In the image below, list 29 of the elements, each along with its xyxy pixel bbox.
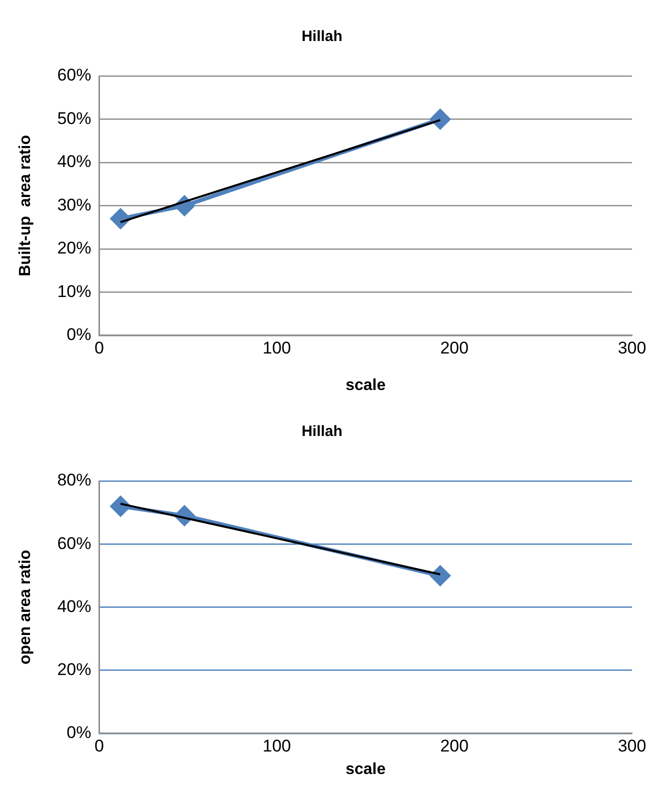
y-tick-label: 0%	[66, 325, 92, 344]
y-tick-label: 10%	[57, 282, 92, 301]
y-tick-label: 0%	[66, 723, 92, 742]
x-tick-label: 300	[618, 736, 646, 756]
x-tick-label: 0	[94, 338, 104, 358]
y-tick-label: 60%	[57, 66, 92, 85]
point	[430, 566, 450, 586]
chart-title: Hillah	[302, 423, 342, 440]
y-axis-title: open area ratio	[17, 550, 34, 665]
y-tick-label: 80%	[57, 470, 92, 490]
y-tick-label: 20%	[57, 660, 92, 679]
x-tick-label: 300	[618, 338, 646, 358]
x-axis-title: scale	[346, 376, 386, 394]
x-tick-label: 100	[262, 736, 292, 756]
x-tick-label: 100	[262, 338, 292, 358]
y-tick-label: 40%	[57, 596, 92, 616]
point	[110, 208, 131, 229]
x-tick-label: 200	[440, 338, 469, 358]
y-tick-label: 20%	[57, 238, 92, 258]
x-axis-title: scale	[346, 760, 386, 778]
y-tick-label: 30%	[57, 195, 92, 214]
chart-title: Hillah	[302, 28, 342, 46]
y-tick-label: 40%	[57, 152, 92, 172]
point	[430, 109, 450, 130]
x-tick-label: 0	[94, 736, 104, 756]
y-tick-label: 60%	[57, 534, 92, 553]
y-tick-label: 50%	[57, 108, 92, 128]
y-axis-title: Built-up area ratio	[17, 134, 34, 276]
x-tick-label: 200	[440, 736, 469, 756]
